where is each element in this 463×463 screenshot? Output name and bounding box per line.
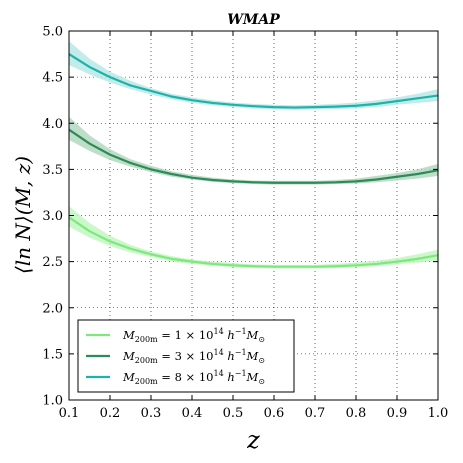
- x-tick-label: 1.0: [428, 406, 449, 421]
- series-3-line: [69, 53, 438, 109]
- y-tick-label: 1.5: [42, 347, 63, 362]
- series-2-line: [69, 128, 438, 184]
- x-tick-label: 0.2: [100, 406, 121, 421]
- legend: M200m = 1 × 1014 h−1M⊙ M200m = 3 × 1014 h…: [77, 319, 295, 393]
- legend-label-2: M200m = 3 × 1014 h−1M⊙: [122, 348, 265, 365]
- y-tick-label: 4.0: [42, 117, 63, 132]
- y-tick-label: 3.5: [42, 163, 63, 178]
- y-tick-label: 3.0: [42, 209, 63, 224]
- legend-label-3: M200m = 8 × 1014 h−1M⊙: [122, 369, 265, 386]
- series-2-band: [69, 116, 438, 185]
- x-tick-label: 0.8: [346, 406, 367, 421]
- x-tick-label: 0.1: [59, 406, 80, 421]
- chart-title: WMAP: [227, 12, 280, 28]
- x-tick-label: 0.9: [387, 406, 408, 421]
- x-tick-label: 0.4: [182, 406, 203, 421]
- axis-ticks: 0.1 0.2 0.3 0.4 0.5 0.6 0.7 0.8 0.9 1.0 1.0 1.5 2.0 2…: [42, 25, 448, 422]
- y-tick-label: 1.0: [42, 394, 63, 409]
- series-1-line: [69, 216, 438, 268]
- x-axis-label: z: [246, 426, 260, 454]
- x-tick-label: 0.5: [223, 406, 244, 421]
- x-tick-label: 0.7: [305, 406, 326, 421]
- legend-label-1: M200m = 1 × 1014 h−1M⊙: [122, 327, 265, 344]
- x-tick-label: 0.3: [141, 406, 162, 421]
- y-axis-label: ⟨ln N⟩(M, z): [11, 156, 35, 274]
- legend-box: [77, 319, 295, 393]
- y-tick-label: 4.5: [42, 71, 63, 86]
- y-tick-label: 2.5: [42, 255, 63, 270]
- y-tick-label: 5.0: [42, 25, 63, 40]
- x-tick-label: 0.6: [264, 406, 285, 421]
- series-1-band: [69, 206, 438, 269]
- y-tick-label: 2.0: [42, 301, 63, 316]
- series-lines: [69, 53, 438, 268]
